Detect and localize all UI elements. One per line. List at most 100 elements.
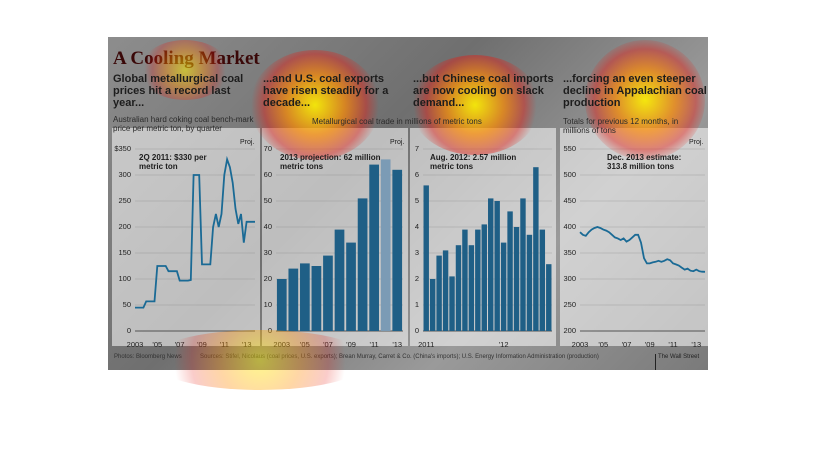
x-tick-label: '07 (622, 340, 632, 349)
sources: Sources: Stifel, Nicolaus (coal prices, … (200, 354, 599, 360)
bar (300, 263, 310, 331)
y-tick-label: 300 (118, 170, 131, 179)
y-tick-label: 6 (415, 170, 419, 179)
x-tick-label: 2003 (572, 340, 589, 349)
x-tick-label: '05 (152, 340, 162, 349)
photo-credit: Photos: Bloomberg News (114, 354, 182, 360)
chart-subtitle: Totals for previous 12 months, in millio… (563, 117, 679, 135)
x-tick-label: '05 (598, 340, 608, 349)
x-tick-label: '13 (691, 340, 701, 349)
x-tick-label: '05 (300, 340, 310, 349)
x-tick-label: '09 (346, 340, 356, 349)
bar (533, 167, 539, 331)
x-tick-label: '07 (323, 340, 333, 349)
chart-title: Global metallurgical coal prices hit a r… (113, 73, 244, 109)
annotation: Aug. 2012: 2.57 million metric tons (430, 153, 517, 171)
chart-subtitle: Metallurgical coal trade in millions of … (312, 117, 482, 126)
bar (475, 229, 481, 331)
x-tick-label: '09 (645, 340, 655, 349)
y-tick-label: 10 (264, 300, 272, 309)
y-tick-label: 50 (264, 196, 272, 205)
y-tick-label: 0 (127, 326, 131, 335)
y-tick-label: 0 (268, 326, 272, 335)
y-tick-label: 20 (264, 274, 272, 283)
bar (276, 279, 287, 331)
y-tick-label: 4 (415, 222, 419, 231)
y-tick-label: 450 (563, 196, 576, 205)
y-tick-label: 3 (415, 248, 419, 257)
bar (546, 264, 552, 331)
y-tick-label: $350 (114, 144, 131, 153)
bar (357, 198, 368, 331)
bar (436, 255, 442, 331)
bar (520, 198, 526, 331)
bar (311, 266, 322, 331)
y-tick-label: 40 (264, 222, 272, 231)
y-tick-label: 550 (563, 144, 576, 153)
projection-note: Proj. (390, 139, 405, 146)
panel-background (112, 128, 260, 346)
projection-note: Proj. (240, 139, 255, 146)
y-tick-label: 350 (563, 248, 576, 257)
y-tick-label: 250 (118, 196, 131, 205)
bar (288, 268, 299, 331)
bar (323, 255, 333, 331)
y-tick-label: 200 (563, 326, 576, 335)
annotation: 2013 projection: 62 million metric tons (280, 153, 381, 171)
x-tick-label: '13 (392, 340, 402, 349)
bar (423, 185, 429, 331)
y-tick-label: 5 (415, 196, 419, 205)
bar (468, 245, 475, 331)
bar (369, 164, 379, 331)
annotation: Dec. 2013 estimate: 313.8 million tons (607, 153, 682, 171)
y-tick-label: 400 (563, 222, 576, 231)
y-tick-label: 150 (118, 248, 131, 257)
data-line (135, 155, 255, 309)
bar (481, 224, 487, 331)
bar (526, 234, 533, 331)
y-tick-label: 500 (563, 170, 576, 179)
x-tick-label: '11 (220, 340, 229, 349)
x-tick-label: '11 (668, 340, 677, 349)
bar (539, 229, 546, 331)
projection-note: Proj. (689, 139, 704, 146)
x-tick-label: '07 (175, 340, 185, 349)
page-title: A Cooling Market (113, 48, 260, 69)
y-tick-label: 30 (264, 248, 272, 257)
y-tick-label: 70 (264, 144, 272, 153)
chart-title: ...forcing an even steeper decline in Ap… (563, 73, 707, 109)
bar (380, 159, 391, 331)
x-tick-label: 2011 (418, 340, 434, 349)
bar (455, 245, 462, 331)
x-tick-label: 2003 (127, 340, 144, 349)
y-tick-label: 50 (123, 300, 131, 309)
chart-title: ...but Chinese coal imports are now cool… (413, 73, 554, 109)
y-tick-label: 7 (415, 144, 419, 153)
x-tick-label: 2003 (273, 340, 290, 349)
brand: The Wall Street (655, 354, 699, 370)
bar (507, 211, 513, 331)
y-tick-label: 60 (264, 170, 272, 179)
annotation: 2Q 2011: $330 per metric ton (139, 153, 207, 171)
y-tick-label: 200 (118, 222, 131, 231)
x-tick-label: '12 (499, 340, 509, 349)
x-tick-label: '11 (370, 340, 379, 349)
bar (462, 229, 468, 331)
bar (488, 198, 494, 331)
bar (442, 250, 449, 331)
y-tick-label: 250 (563, 300, 576, 309)
bar (346, 242, 356, 331)
bar (334, 229, 345, 331)
bar (429, 279, 436, 331)
chart-title: ...and U.S. coal exports have risen stea… (263, 73, 389, 109)
data-line (579, 226, 706, 273)
y-tick-label: 300 (563, 274, 576, 283)
y-tick-label: 0 (415, 326, 419, 335)
x-tick-label: '13 (242, 340, 252, 349)
y-tick-label: 1 (415, 300, 419, 309)
bar (392, 169, 403, 331)
y-tick-label: 100 (118, 274, 131, 283)
bar (494, 201, 500, 331)
